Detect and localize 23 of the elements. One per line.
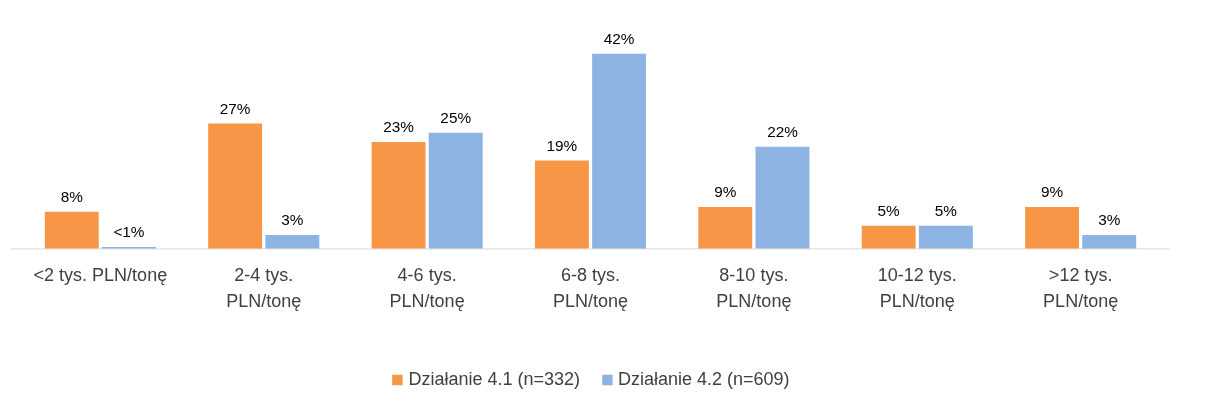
- data-label: 23%: [383, 118, 415, 136]
- data-label: 5%: [934, 201, 958, 219]
- data-label: 9%: [1040, 183, 1064, 201]
- data-label: 25%: [440, 108, 472, 126]
- x-tick-label: <2 tys. PLN/tonę: [33, 264, 168, 285]
- data-label: 8%: [60, 187, 84, 205]
- legend-label: Działanie 4.2 (n=609): [618, 369, 790, 390]
- data-label: 3%: [1098, 211, 1121, 229]
- data-label: 22%: [767, 122, 799, 140]
- x-tick-label: 6-8 tys. PLN/tonę: [552, 264, 629, 311]
- x-tick-label: >12 tys. PLN/tonę: [1043, 264, 1119, 311]
- data-label: <1%: [113, 223, 145, 241]
- x-tick-label: 8-10 tys. PLN/tonę: [716, 264, 792, 311]
- legend-label: Działanie 4.1 (n=332): [408, 369, 580, 390]
- data-label: 19%: [546, 136, 578, 154]
- x-tick-label: 10-12 tys. PLN/tonę: [877, 264, 957, 311]
- x-tick-label: 2-4 tys. PLN/tonę: [226, 264, 302, 311]
- data-label: 27%: [219, 99, 251, 117]
- data-label: 3%: [281, 211, 304, 229]
- x-tick-label: 4-6 tys. PLN/tonę: [389, 264, 465, 311]
- data-label: 42%: [603, 29, 635, 47]
- data-label: 5%: [877, 201, 901, 219]
- data-label: 9%: [714, 183, 737, 201]
